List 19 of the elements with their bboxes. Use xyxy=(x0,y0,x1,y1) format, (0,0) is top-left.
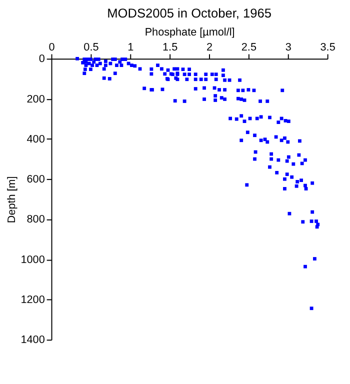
x-tick-label: 3.5 xyxy=(320,41,336,54)
y-tick-label: 1000 xyxy=(20,254,45,266)
x-tick-label: 2.5 xyxy=(241,41,256,54)
y-tick-label: 1400 xyxy=(20,334,45,346)
x-tick-label: 1 xyxy=(128,41,134,54)
x-axis-title: Phosphate [µmol/l] xyxy=(144,26,235,39)
y-tick-label: 200 xyxy=(26,93,45,106)
y-tick-label: 1200 xyxy=(20,294,45,306)
x-tick-label: 0.5 xyxy=(84,41,99,54)
chart-title: MODS2005 in October, 1965 xyxy=(107,5,272,20)
y-tick-label: 800 xyxy=(26,214,45,226)
x-tick-label: 1.5 xyxy=(162,41,178,54)
x-tick-label: 3 xyxy=(285,41,292,54)
x-tick-label: 2 xyxy=(206,41,213,54)
y-tick-label: 0 xyxy=(38,53,45,66)
y-tick-label: 600 xyxy=(26,174,45,186)
y-tick-label: 400 xyxy=(26,133,45,146)
y-axis-title: Depth [m] xyxy=(6,176,18,224)
x-tick-label: 0 xyxy=(48,41,55,54)
